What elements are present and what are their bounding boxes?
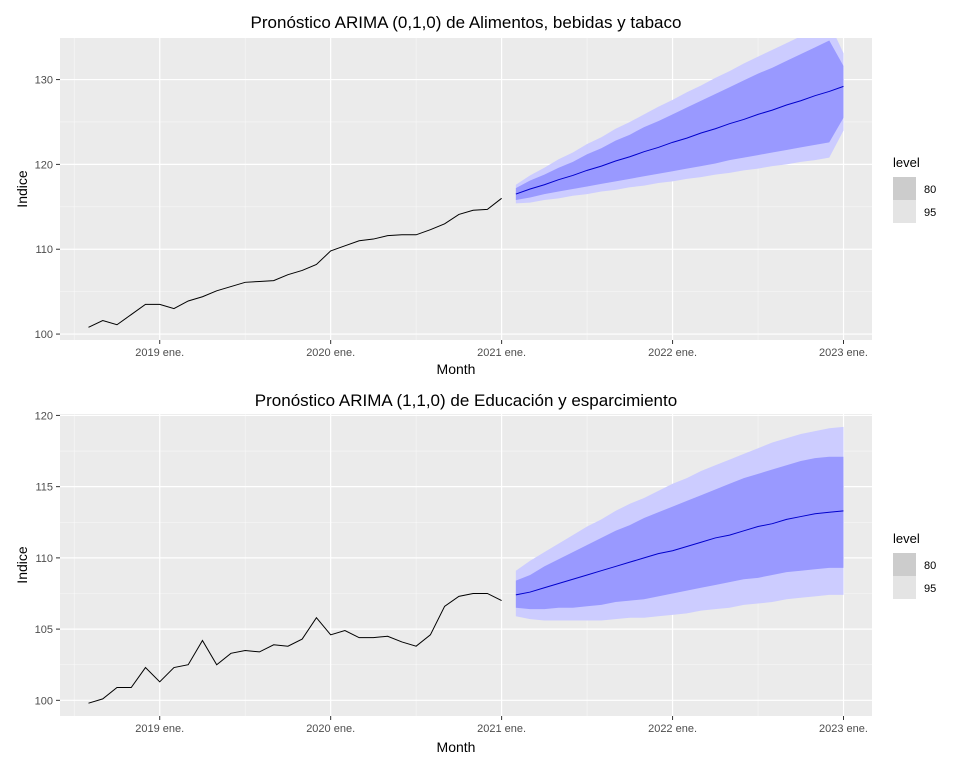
y-tick-label: 100 (35, 329, 53, 341)
x-tick-label: 2023 ene. (819, 347, 868, 359)
history-line (88, 197, 502, 328)
x-tick-label: 2022 ene. (648, 347, 697, 359)
x-axis-title: Month (437, 361, 476, 377)
x-tick-label: 2020 ene. (306, 723, 355, 735)
legend-label-80: 80 (924, 184, 936, 196)
y-axis-title: Indice (14, 170, 30, 208)
legend-label-80: 80 (924, 560, 936, 572)
y-tick-label: 105 (35, 624, 53, 636)
y-tick-label: 120 (35, 159, 53, 171)
y-tick-label: 120 (35, 410, 53, 422)
legend-key-80 (893, 177, 916, 200)
y-tick-label: 115 (35, 482, 53, 494)
y-tick-label: 110 (35, 244, 53, 256)
legend-key-95 (893, 200, 916, 223)
forecast-mean-line (515, 85, 844, 195)
history-line (88, 592, 502, 704)
x-tick-label: 2021 ene. (477, 723, 526, 735)
chart-title: Pronóstico ARIMA (1,1,0) de Educación y … (255, 391, 677, 410)
y-tick-label: 130 (35, 75, 53, 87)
forecast-band-80 (515, 40, 844, 201)
x-tick-label: 2023 ene. (819, 723, 868, 735)
legend-title: level (893, 155, 920, 170)
legend-label-95: 95 (924, 207, 936, 219)
chart-title: Pronóstico ARIMA (0,1,0) de Alimentos, b… (251, 13, 682, 32)
x-axis-title: Month (437, 739, 476, 755)
legend-key-80 (893, 553, 916, 576)
legend-key-95 (893, 576, 916, 599)
chart-alimentos-panel: Pronóstico ARIMA (0,1,0) de Alimentos, b… (14, 13, 936, 377)
legend-label-95: 95 (924, 583, 936, 595)
x-tick-label: 2022 ene. (648, 723, 697, 735)
forecast-mean-line (515, 510, 844, 596)
y-tick-label: 110 (35, 553, 53, 565)
plot-area (88, 38, 844, 328)
x-tick-label: 2019 ene. (135, 347, 184, 359)
y-axis-title: Indice (14, 546, 30, 584)
legend-title: level (893, 531, 920, 546)
x-tick-label: 2019 ene. (135, 723, 184, 735)
y-tick-label: 100 (35, 695, 53, 707)
plot-area (88, 426, 844, 704)
x-tick-label: 2021 ene. (477, 347, 526, 359)
x-tick-label: 2020 ene. (306, 347, 355, 359)
forecast-band-80 (515, 456, 844, 610)
chart-educacion-panel: Pronóstico ARIMA (1,1,0) de Educación y … (14, 391, 936, 755)
